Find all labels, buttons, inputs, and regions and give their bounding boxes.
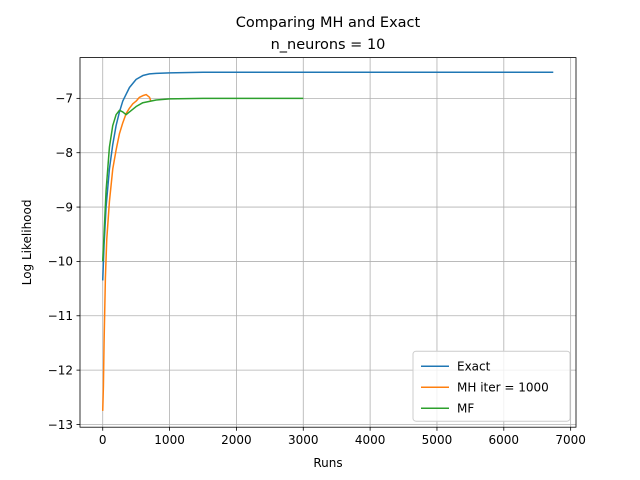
- x-tick-label: 1000: [154, 433, 185, 447]
- series-line-mf: [101, 97, 304, 262]
- x-tick-label: 0: [99, 433, 107, 447]
- y-tick-label: −7: [55, 92, 73, 106]
- y-tick-label: −13: [48, 418, 73, 432]
- x-tick-label: 2000: [221, 433, 252, 447]
- x-axis-label: Runs: [313, 456, 342, 470]
- x-tick-label: 4000: [355, 433, 386, 447]
- legend-box: [412, 350, 571, 422]
- y-tick-label: −9: [55, 200, 73, 214]
- chart-subtitle: n_neurons = 10: [271, 37, 386, 53]
- series-line-mh-iter-1000: [101, 93, 152, 411]
- chart-title: Comparing MH and Exact: [236, 15, 421, 31]
- legend-entry-label: Exact: [457, 360, 491, 374]
- y-axis-label: Log Likelihood: [20, 200, 34, 286]
- y-tick-label: −12: [48, 363, 73, 377]
- plot-frame: [79, 57, 577, 428]
- y-tick-label: −11: [48, 309, 73, 323]
- y-tick-label: −8: [55, 146, 73, 160]
- x-tick-label: 6000: [489, 433, 520, 447]
- x-tick-label: 3000: [288, 433, 319, 447]
- axes: 0 1000 2000 3000 4000 5000 6000 7000 −13 −12 −11 −1…: [48, 57, 586, 447]
- y-tick-label: −10: [48, 255, 73, 269]
- series-layer: [101, 71, 554, 411]
- series-line-exact: [101, 71, 554, 281]
- legend-entry-label: MH iter = 1000: [457, 381, 549, 395]
- legend: Exact MH iter = 1000 MF: [412, 350, 571, 422]
- legend-entry-label: MF: [457, 402, 474, 416]
- x-tick-label: 7000: [555, 433, 586, 447]
- x-tick-label: 5000: [422, 433, 453, 447]
